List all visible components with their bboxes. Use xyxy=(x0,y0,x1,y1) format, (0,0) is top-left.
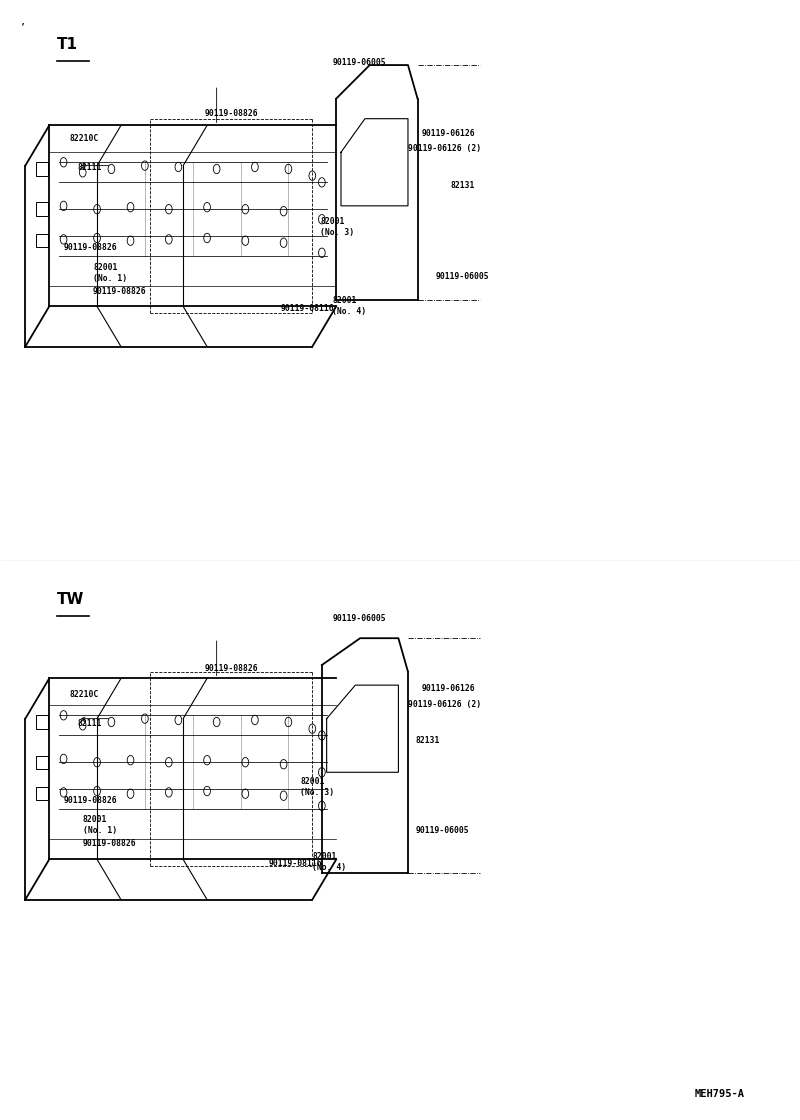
Text: TW: TW xyxy=(57,592,85,607)
Text: 90119-06005: 90119-06005 xyxy=(436,272,490,281)
Text: (No. 1): (No. 1) xyxy=(82,825,117,834)
Text: ’: ’ xyxy=(22,21,26,35)
Text: 82001: 82001 xyxy=(82,814,107,823)
Bar xyxy=(36,234,48,248)
Text: 82131: 82131 xyxy=(416,737,440,746)
Text: MEH795-A: MEH795-A xyxy=(695,1089,745,1099)
Text: 90119-08826: 90119-08826 xyxy=(205,109,258,118)
Text: (No. 3): (No. 3) xyxy=(320,228,354,237)
Text: (No. 3): (No. 3) xyxy=(300,787,334,797)
Text: 90119-06005: 90119-06005 xyxy=(416,825,470,834)
Text: 90119-08116: 90119-08116 xyxy=(281,305,334,314)
Text: 90119-08826: 90119-08826 xyxy=(205,664,258,673)
Text: T1: T1 xyxy=(57,37,78,52)
Text: (No. 4): (No. 4) xyxy=(332,308,366,317)
Bar xyxy=(36,787,48,801)
Text: 90119-08826: 90119-08826 xyxy=(63,243,117,252)
Text: 90119-06005: 90119-06005 xyxy=(332,614,386,623)
Text: 90119-08826: 90119-08826 xyxy=(93,288,146,297)
Text: 90119-06126: 90119-06126 xyxy=(422,129,475,138)
Text: 90119-08826: 90119-08826 xyxy=(63,795,117,804)
Text: 90119-06126 (2): 90119-06126 (2) xyxy=(408,144,481,153)
Bar xyxy=(36,162,48,176)
Bar xyxy=(36,716,48,729)
Bar xyxy=(36,756,48,769)
Text: 90119-06005: 90119-06005 xyxy=(332,58,386,67)
Text: 82111: 82111 xyxy=(77,164,102,172)
Text: 82210C: 82210C xyxy=(69,690,98,699)
Text: 82111: 82111 xyxy=(77,719,102,728)
Text: (No. 1): (No. 1) xyxy=(93,274,127,283)
Text: 82210C: 82210C xyxy=(69,134,98,143)
Text: 82001: 82001 xyxy=(93,263,118,272)
Text: 90119-06126: 90119-06126 xyxy=(422,684,475,693)
Text: (No. 4): (No. 4) xyxy=(312,862,346,871)
Text: 82001: 82001 xyxy=(332,297,357,306)
Bar xyxy=(36,203,48,216)
Text: 82001: 82001 xyxy=(300,776,325,786)
Text: 82001: 82001 xyxy=(320,217,345,226)
Text: 82001: 82001 xyxy=(312,851,337,860)
Text: 90119-06126 (2): 90119-06126 (2) xyxy=(408,700,481,709)
Text: 82131: 82131 xyxy=(450,181,474,190)
Text: 90119-08826: 90119-08826 xyxy=(82,839,136,848)
Text: 90119-08116: 90119-08116 xyxy=(269,859,322,868)
